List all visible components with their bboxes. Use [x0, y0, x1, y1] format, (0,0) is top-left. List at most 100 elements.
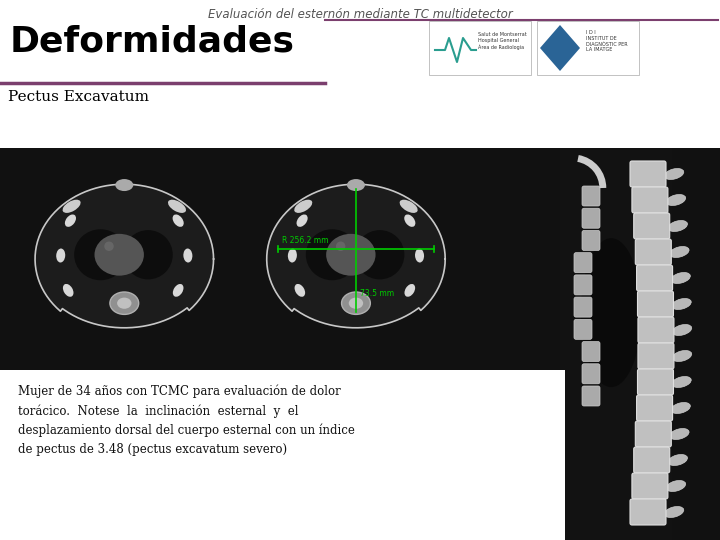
Text: Deformidades: Deformidades [10, 25, 295, 59]
Bar [560, 297, 672, 305]
Ellipse shape [168, 200, 186, 213]
Text: R 256.2 mm: R 256.2 mm [282, 236, 328, 245]
Ellipse shape [123, 230, 173, 279]
FancyBboxPatch shape [582, 186, 600, 206]
Ellipse shape [336, 241, 346, 251]
Bar [0, 148, 565, 370]
Polygon shape [35, 184, 214, 328]
Bar [560, 172, 672, 179]
Bar [560, 493, 672, 501]
FancyBboxPatch shape [638, 343, 674, 369]
Bar [560, 195, 672, 203]
Bar [560, 226, 672, 234]
Bar [560, 336, 672, 344]
Bar [560, 469, 672, 477]
Bar [560, 148, 720, 540]
Ellipse shape [670, 429, 689, 440]
Ellipse shape [184, 248, 192, 262]
FancyBboxPatch shape [630, 161, 666, 187]
Ellipse shape [294, 284, 305, 297]
Polygon shape [540, 25, 580, 71]
Bar [560, 407, 672, 415]
Bar [560, 477, 672, 485]
Bar [560, 156, 672, 164]
Bar [0, 370, 565, 540]
Bar [560, 532, 672, 540]
Ellipse shape [306, 230, 359, 280]
FancyBboxPatch shape [638, 317, 674, 343]
FancyBboxPatch shape [574, 319, 592, 339]
Ellipse shape [65, 214, 76, 227]
Bar [560, 438, 672, 446]
Bar [560, 344, 672, 352]
FancyBboxPatch shape [429, 21, 531, 75]
Bar [560, 179, 672, 187]
Ellipse shape [671, 402, 690, 414]
Bar [560, 273, 672, 281]
Bar [560, 446, 672, 454]
Bar [560, 352, 672, 360]
Text: I D I
INSTITUT DE
DIAGNÒSTIC PER
LA IMATGE: I D I INSTITUT DE DIAGNÒSTIC PER LA IMAT… [586, 30, 628, 52]
Bar [560, 454, 672, 462]
FancyBboxPatch shape [632, 187, 668, 213]
FancyBboxPatch shape [637, 369, 673, 395]
FancyBboxPatch shape [634, 447, 670, 473]
Bar [560, 360, 672, 368]
Bar [560, 305, 672, 313]
Ellipse shape [666, 194, 685, 206]
Ellipse shape [665, 168, 684, 179]
FancyBboxPatch shape [574, 297, 592, 317]
Text: 73.5 mm: 73.5 mm [360, 289, 394, 298]
Bar [560, 234, 672, 242]
Ellipse shape [115, 179, 133, 191]
Bar [560, 219, 672, 226]
Bar [560, 501, 672, 509]
FancyBboxPatch shape [582, 342, 600, 362]
Ellipse shape [404, 214, 415, 227]
Ellipse shape [117, 298, 132, 309]
Bar [560, 313, 672, 320]
FancyBboxPatch shape [582, 364, 600, 384]
Ellipse shape [348, 298, 363, 309]
Ellipse shape [670, 247, 689, 258]
Ellipse shape [355, 230, 405, 279]
Text: Salut de Montserrat
Hospital General
Àrea de Radiologia: Salut de Montserrat Hospital General Àre… [478, 32, 527, 50]
Ellipse shape [74, 230, 127, 280]
FancyBboxPatch shape [636, 265, 672, 291]
Bar [560, 399, 672, 407]
Ellipse shape [347, 179, 365, 191]
Ellipse shape [173, 284, 184, 297]
Ellipse shape [63, 284, 73, 297]
Ellipse shape [288, 248, 297, 262]
Ellipse shape [341, 292, 370, 314]
Bar [560, 516, 672, 524]
Bar [560, 203, 672, 211]
Polygon shape [266, 184, 445, 328]
Ellipse shape [294, 200, 312, 213]
FancyBboxPatch shape [635, 239, 671, 265]
Bar [560, 211, 672, 219]
Bar [560, 415, 672, 422]
Ellipse shape [405, 284, 415, 297]
Ellipse shape [671, 273, 690, 284]
Text: Pectus Excavatum: Pectus Excavatum [8, 90, 149, 104]
Bar [560, 509, 672, 516]
Bar [560, 524, 672, 532]
FancyBboxPatch shape [630, 499, 666, 525]
Bar [560, 164, 672, 172]
Ellipse shape [672, 299, 691, 309]
Ellipse shape [666, 481, 685, 491]
Bar [560, 391, 672, 399]
FancyBboxPatch shape [582, 208, 600, 228]
FancyBboxPatch shape [537, 21, 639, 75]
Ellipse shape [63, 200, 81, 213]
Bar [560, 281, 672, 289]
Ellipse shape [400, 200, 418, 213]
Bar [560, 250, 672, 258]
Bar [560, 328, 672, 336]
Ellipse shape [110, 292, 139, 314]
FancyBboxPatch shape [632, 473, 668, 499]
Ellipse shape [665, 507, 684, 517]
FancyBboxPatch shape [582, 386, 600, 406]
Bar [560, 258, 672, 266]
